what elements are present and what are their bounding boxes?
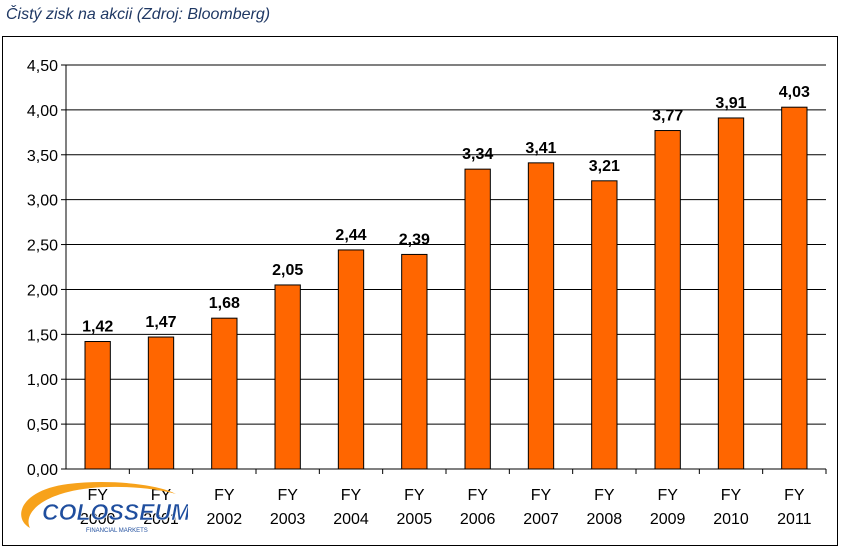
y-tick-label: 4,00 (27, 103, 58, 120)
data-label: 2,05 (272, 262, 303, 279)
y-tick-label: 4,50 (27, 58, 58, 75)
bar (337, 249, 365, 470)
svg-text:FINANCIAL MARKETS: FINANCIAL MARKETS (86, 528, 148, 534)
data-label: 1,42 (82, 319, 113, 336)
bar (464, 168, 491, 470)
x-tick-label: FY (467, 487, 488, 504)
bar (781, 106, 808, 470)
x-tick-label: FY (657, 487, 678, 504)
data-label: 4,03 (779, 84, 810, 101)
x-tick-label: 2010 (713, 511, 749, 528)
data-label: 1,47 (145, 314, 176, 331)
data-label: 1,68 (209, 295, 240, 312)
bar (274, 284, 301, 470)
x-tick-label: FY (721, 487, 742, 504)
x-tick-label: FY (531, 487, 552, 504)
x-tick-label: FY (277, 487, 298, 504)
x-tick-label: 2001 (143, 511, 179, 528)
y-tick-label: 3,50 (27, 148, 58, 165)
bar (211, 317, 238, 470)
y-tick-label: 2,00 (27, 282, 58, 299)
x-tick-label: 2009 (650, 511, 686, 528)
bar (591, 180, 618, 470)
x-tick-label: FY (87, 487, 108, 504)
data-label: 3,91 (715, 95, 746, 112)
x-tick-label: 2004 (333, 511, 369, 528)
x-tick-label: 2007 (523, 511, 559, 528)
y-tick-label: 3,00 (27, 193, 58, 210)
y-tick-label: 0,00 (27, 462, 58, 479)
x-tick-label: 2008 (587, 511, 623, 528)
data-label: 2,39 (399, 231, 430, 248)
bar (401, 253, 428, 470)
chart-title: Čistý zisk na akcii (Zdroj: Bloomberg) (6, 6, 271, 23)
bar (654, 130, 681, 470)
svg-text:COLOSSEUM: COLOSSEUM (42, 499, 188, 525)
x-tick-label: 2006 (460, 511, 496, 528)
x-tick-label: FY (594, 487, 615, 504)
x-tick-label: FY (784, 487, 805, 504)
y-tick-label: 1,50 (27, 327, 58, 344)
bar (527, 162, 555, 470)
bar (147, 336, 175, 470)
x-tick-label: 2000 (80, 511, 116, 528)
colosseum-logo: COLOSSEUM FINANCIAL MARKETS (21, 482, 188, 534)
x-tick-label: FY (341, 487, 362, 504)
bar (84, 341, 111, 470)
y-tick-label: 1,00 (27, 372, 58, 389)
y-tick-label: 0,50 (27, 417, 58, 434)
data-label: 3,21 (589, 158, 620, 175)
y-tick-label: 2,50 (27, 238, 58, 255)
x-tick-label: 2003 (270, 511, 306, 528)
x-tick-label: 2011 (777, 511, 812, 528)
x-tick-label: FY (214, 487, 235, 504)
x-tick-label: 2005 (397, 511, 433, 528)
x-tick-label: FY (404, 487, 425, 504)
data-label: 3,34 (462, 146, 493, 163)
data-label: 3,77 (652, 108, 683, 125)
x-tick-label: 2002 (207, 511, 243, 528)
data-label: 2,44 (335, 227, 366, 244)
bar (717, 117, 745, 470)
data-label: 3,41 (525, 140, 556, 157)
